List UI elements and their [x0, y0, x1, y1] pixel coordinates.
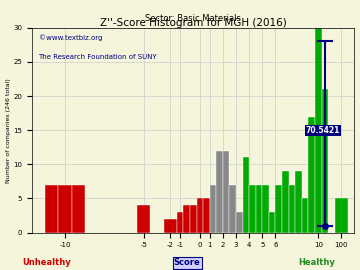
Bar	[321, 89, 328, 232]
Text: Score: Score	[174, 258, 201, 267]
Title: Z''-Score Histogram for MGH (2016): Z''-Score Histogram for MGH (2016)	[100, 18, 287, 28]
Bar	[249, 185, 256, 232]
Bar	[45, 185, 58, 232]
Text: ©www.textbiz.org: ©www.textbiz.org	[39, 34, 102, 41]
Bar	[275, 185, 282, 232]
Bar	[190, 205, 197, 232]
Bar	[295, 171, 302, 232]
Bar	[58, 185, 72, 232]
Bar	[236, 212, 243, 232]
Text: The Research Foundation of SUNY: The Research Foundation of SUNY	[39, 55, 157, 60]
Text: Sector: Basic Materials: Sector: Basic Materials	[145, 14, 241, 23]
Bar	[243, 157, 249, 232]
Bar	[203, 198, 210, 232]
Bar	[183, 205, 190, 232]
Bar	[177, 212, 183, 232]
Bar	[335, 198, 348, 232]
Bar	[289, 185, 295, 232]
Bar	[137, 205, 150, 232]
Bar	[256, 185, 262, 232]
Bar	[302, 198, 309, 232]
Bar	[223, 151, 229, 232]
Bar	[164, 219, 177, 232]
Y-axis label: Number of companies (246 total): Number of companies (246 total)	[5, 78, 10, 183]
Bar	[262, 185, 269, 232]
Bar	[309, 117, 315, 232]
Bar	[229, 185, 236, 232]
Text: Unhealthy: Unhealthy	[22, 258, 71, 267]
Text: 70.5421: 70.5421	[306, 126, 340, 135]
Text: Healthy: Healthy	[298, 258, 335, 267]
Bar	[315, 28, 321, 232]
Bar	[72, 185, 85, 232]
Bar	[282, 171, 289, 232]
Bar	[210, 185, 216, 232]
Bar	[269, 212, 275, 232]
Bar	[216, 151, 223, 232]
Bar	[197, 198, 203, 232]
